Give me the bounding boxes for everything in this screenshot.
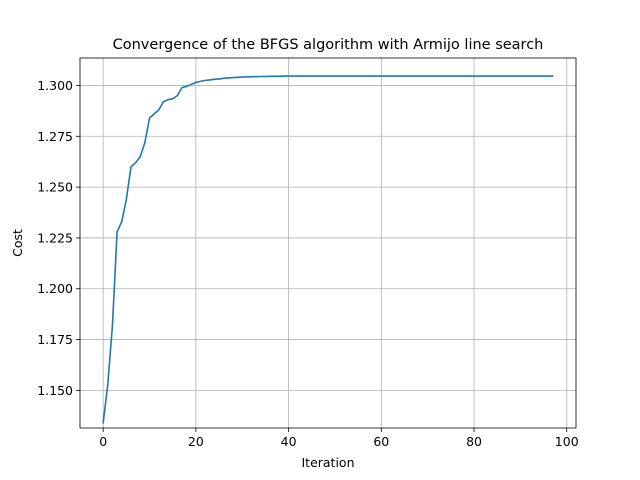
series-layer (102, 75, 554, 424)
chart-title: Convergence of the BFGS algorithm with A… (113, 37, 544, 53)
x-tick-label: 80 (466, 434, 482, 449)
x-tick-label: 100 (555, 434, 579, 449)
y-tick-label: 1.150 (37, 383, 73, 398)
y-tick-label: 1.275 (37, 129, 73, 144)
plot-frame (79, 57, 577, 429)
x-tick-label: 60 (373, 434, 389, 449)
x-tick-label: 0 (99, 434, 107, 449)
y-tick-label: 1.175 (37, 332, 73, 347)
x-axis-label: Iteration (301, 455, 354, 470)
y-axis-label: Cost (10, 229, 25, 257)
tick-layer: 0 20 40 60 80 100 1.150 1.175 1.200 1.225 1.250 1.2… (37, 78, 579, 449)
y-tick-label: 1.200 (37, 281, 73, 296)
series-line (102, 75, 554, 424)
grid-layer (80, 58, 576, 428)
x-tick-label: 20 (188, 434, 204, 449)
y-tick-label: 1.300 (37, 78, 73, 93)
y-tick-label: 1.225 (37, 230, 73, 245)
y-tick-label: 1.250 (37, 180, 73, 195)
x-tick-label: 40 (281, 434, 297, 449)
